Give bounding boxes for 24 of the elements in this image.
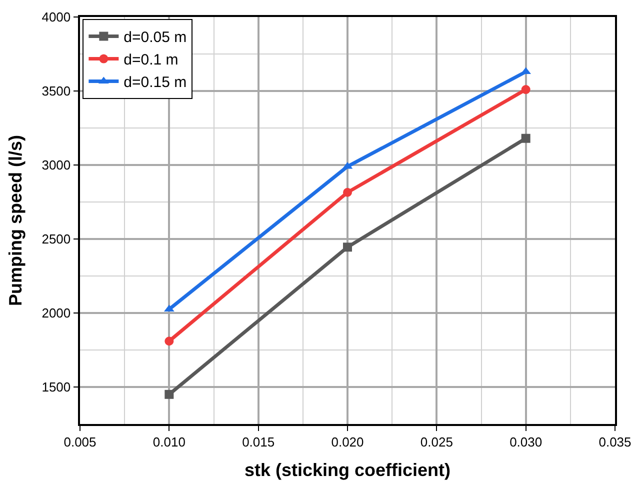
y-tick-label: 1500 — [42, 380, 71, 395]
x-tick-label: 0.015 — [242, 434, 275, 450]
x-tick-label: 0.035 — [598, 434, 632, 450]
x-tick-label: 0.005 — [64, 434, 96, 450]
x-axis-title: stk (sticking coefficient) — [244, 460, 451, 480]
point — [164, 390, 174, 399]
point — [521, 134, 530, 143]
point — [521, 85, 530, 94]
y-tick-label: 4000 — [42, 10, 71, 25]
legend-label: d=0.05 m — [124, 29, 187, 46]
legend-label: d=0.1 m — [124, 52, 178, 69]
y-tick-label: 2000 — [42, 306, 71, 321]
point — [164, 336, 174, 346]
x-tick-label: 0.025 — [420, 434, 453, 450]
x-tick-label: 0.010 — [152, 434, 186, 450]
y-tick-label: 3000 — [42, 158, 71, 173]
point — [343, 188, 352, 197]
x-tick-label: 0.020 — [331, 434, 364, 450]
x-tick-label: 0.030 — [510, 434, 542, 450]
y-tick-label: 2500 — [42, 232, 71, 247]
y-axis-title: Pumping speed (l/s) — [5, 134, 26, 306]
point — [343, 242, 352, 252]
y-tick-label: 3500 — [42, 84, 71, 99]
legend-label: d=0.15 m — [124, 74, 187, 92]
